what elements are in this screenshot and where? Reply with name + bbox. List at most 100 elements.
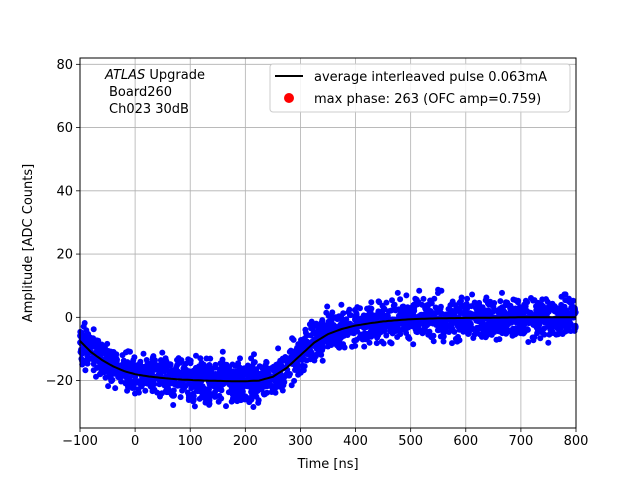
- sample-point: [331, 339, 338, 346]
- sample-point: [522, 297, 529, 304]
- sample-point: [307, 356, 314, 363]
- sample-point: [533, 307, 540, 314]
- sample-point: [253, 384, 260, 391]
- sample-point: [532, 311, 539, 318]
- sample-point: [314, 346, 321, 352]
- sample-point: [390, 302, 397, 309]
- sample-point: [269, 383, 276, 389]
- sample-point: [379, 314, 386, 321]
- sample-point: [534, 330, 541, 337]
- sample-point: [245, 369, 252, 375]
- sample-point: [491, 321, 498, 328]
- x-tick-label: 0: [131, 434, 139, 449]
- sample-point: [368, 299, 375, 306]
- sample-point: [255, 399, 262, 406]
- sample-point: [373, 329, 380, 336]
- sample-point: [403, 330, 410, 336]
- sample-point: [212, 361, 219, 368]
- y-tick-label: −20: [46, 374, 73, 389]
- legend-label-max-phase: max phase: 263 (OFC amp=0.759): [314, 92, 541, 107]
- annotation-upgrade: Upgrade: [145, 68, 205, 83]
- sample-point: [524, 326, 531, 333]
- sample-point: [223, 403, 229, 410]
- sample-point: [235, 360, 242, 367]
- sample-point: [190, 393, 197, 399]
- sample-point: [81, 320, 88, 326]
- annotation-line-3: Ch023 30dB: [109, 102, 189, 117]
- sample-point: [88, 341, 95, 348]
- sample-point: [105, 383, 112, 390]
- sample-point: [84, 353, 91, 360]
- sample-point: [469, 291, 476, 298]
- x-tick-label: 800: [564, 434, 589, 449]
- sample-point: [80, 332, 87, 339]
- annotation-line-1: ATLAS Upgrade: [104, 68, 205, 83]
- sample-point: [196, 363, 203, 370]
- sample-point: [155, 362, 161, 369]
- sample-point: [566, 310, 573, 317]
- sample-point: [534, 301, 541, 308]
- sample-point: [376, 299, 383, 306]
- sample-point: [442, 326, 449, 333]
- sample-point: [259, 381, 266, 388]
- sample-point: [272, 365, 279, 372]
- sample-point: [228, 371, 235, 378]
- sample-point: [260, 390, 267, 397]
- sample-point: [226, 364, 233, 371]
- sample-point: [562, 297, 569, 304]
- sample-point: [96, 371, 103, 378]
- sample-point: [267, 377, 274, 384]
- sample-point: [513, 319, 520, 326]
- sample-point: [431, 295, 438, 302]
- sample-point: [531, 297, 538, 304]
- sample-point: [502, 323, 509, 330]
- sample-point: [475, 324, 482, 331]
- annotation-atlas: ATLAS: [104, 68, 145, 83]
- sample-point: [189, 370, 195, 377]
- sample-point: [170, 402, 177, 408]
- sample-point: [550, 306, 557, 313]
- sample-point: [193, 352, 199, 359]
- sample-point: [375, 308, 382, 315]
- sample-point: [264, 369, 271, 376]
- sample-point: [424, 303, 431, 310]
- sample-point: [142, 387, 149, 394]
- sample-point: [359, 335, 366, 342]
- sample-point: [402, 324, 409, 331]
- scatter-points: [77, 286, 579, 410]
- sample-point: [119, 352, 126, 359]
- sample-point: [212, 389, 218, 395]
- sample-point: [268, 389, 275, 395]
- sample-point: [292, 367, 298, 373]
- sample-point: [281, 374, 287, 381]
- sample-point: [440, 333, 447, 340]
- sample-point: [368, 305, 375, 312]
- sample-point: [217, 384, 224, 391]
- sample-point: [497, 298, 504, 305]
- sample-point: [211, 383, 218, 390]
- sample-point: [336, 313, 342, 320]
- sample-point: [465, 320, 472, 327]
- sample-point: [193, 387, 200, 394]
- sample-point: [314, 351, 321, 358]
- sample-point: [199, 383, 206, 390]
- x-tick-label: −100: [62, 434, 98, 449]
- sample-point: [420, 295, 427, 302]
- x-tick-label: 100: [178, 434, 203, 449]
- sample-point: [343, 316, 350, 323]
- sample-point: [202, 387, 209, 394]
- sample-point: [248, 355, 255, 362]
- sample-point: [561, 323, 568, 330]
- sample-point: [315, 330, 322, 336]
- sample-point: [562, 291, 569, 298]
- sample-point: [324, 303, 331, 310]
- sample-point: [383, 332, 390, 339]
- sample-point: [479, 311, 485, 318]
- sample-point: [465, 330, 472, 337]
- sample-point: [135, 389, 142, 396]
- x-tick-label: 700: [508, 434, 533, 449]
- sample-point: [388, 340, 395, 347]
- sample-point: [385, 323, 392, 330]
- sample-point: [394, 334, 401, 340]
- sample-point: [137, 358, 144, 365]
